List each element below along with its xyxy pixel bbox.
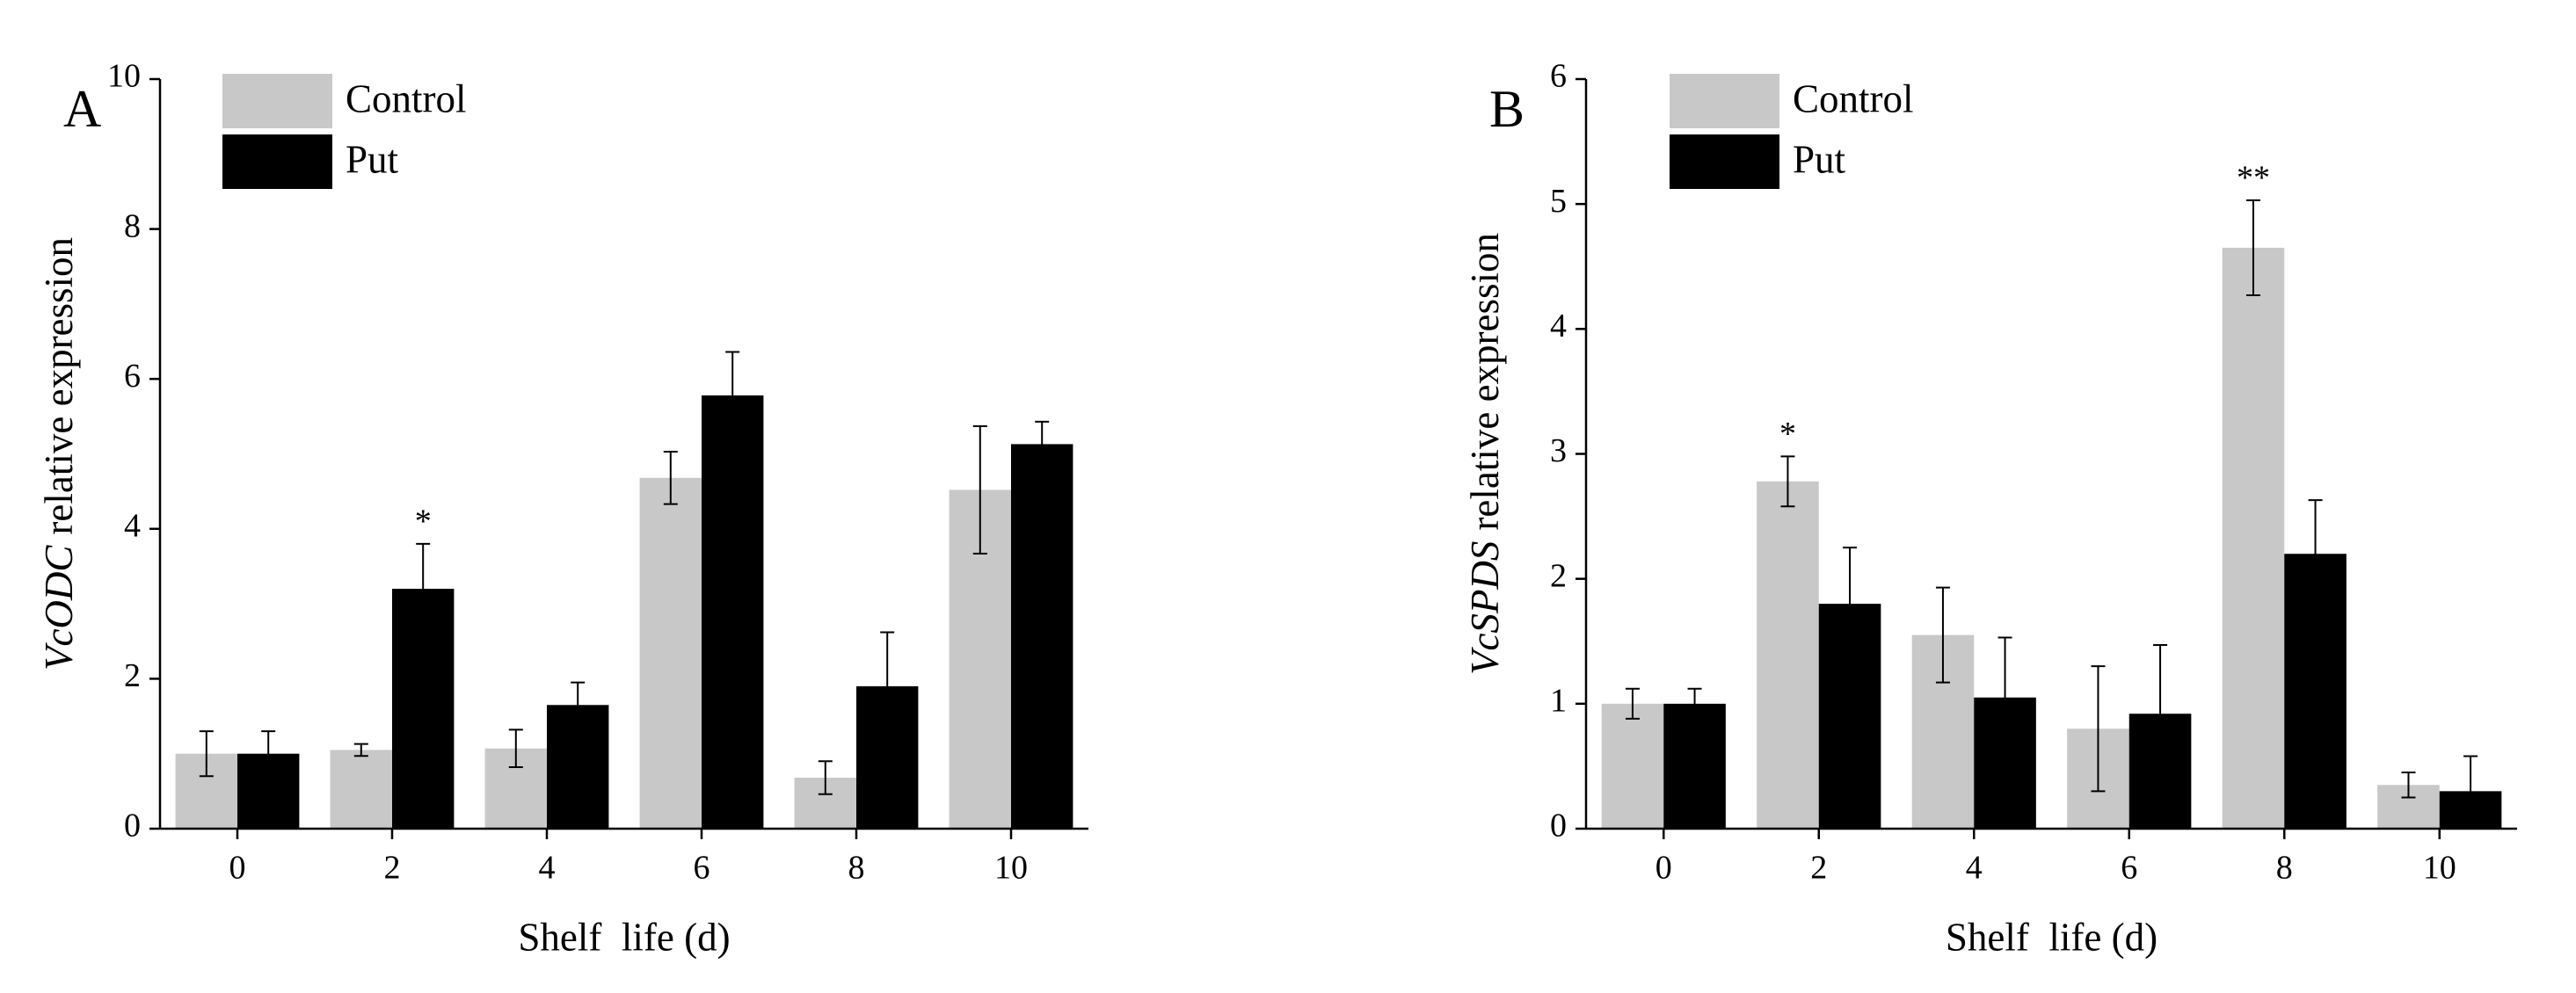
x-tick-label: 4 — [539, 850, 556, 887]
x-tick-label: 8 — [2276, 850, 2293, 887]
y-tick-label: 2 — [124, 657, 141, 694]
y-axis-title-gene: VcSPDS — [1463, 541, 1507, 675]
panel-label: A — [63, 80, 101, 138]
legend-label: Control — [1793, 76, 1914, 120]
error-bar — [1625, 687, 1640, 720]
legend-swatch — [222, 134, 332, 189]
bar — [702, 395, 764, 829]
error-bar — [2245, 199, 2260, 296]
legend-label: Control — [346, 76, 467, 120]
x-tick-label: 6 — [2121, 850, 2137, 887]
y-tick-label: 6 — [1550, 58, 1567, 95]
y-tick-label: 0 — [1550, 808, 1567, 844]
error-bar — [353, 743, 368, 757]
bar — [1663, 703, 1726, 829]
error-bar — [571, 681, 586, 728]
y-tick-label: 4 — [1550, 308, 1567, 344]
y-tick-label: 3 — [1550, 432, 1567, 469]
x-tick-label: 10 — [2423, 850, 2456, 887]
y-tick-label: 10 — [107, 58, 141, 95]
error-bar — [972, 424, 987, 554]
significance-mark: * — [1779, 416, 1796, 453]
error-bar — [725, 351, 740, 440]
y-axis-title: VcSPDS relative expression — [1463, 233, 1507, 675]
y-tick-label: 2 — [1550, 557, 1567, 594]
y-axis-title-rest: relative expression — [37, 237, 81, 535]
error-bar — [1997, 636, 2012, 758]
bar — [2222, 247, 2285, 829]
y-tick-label: 0 — [124, 808, 141, 844]
error-bar — [416, 542, 431, 635]
panel-label: B — [1489, 80, 1524, 138]
x-tick-label: 8 — [848, 850, 865, 887]
error-bar — [1935, 586, 1950, 684]
error-bar — [1035, 420, 1050, 468]
bar — [1011, 444, 1073, 829]
legend-swatch — [1670, 74, 1779, 128]
legend-swatch — [222, 74, 332, 128]
y-tick-label: 6 — [124, 358, 141, 395]
legend-label: Put — [346, 137, 399, 181]
bar — [639, 477, 702, 829]
error-bar — [2308, 499, 2323, 609]
error-bar — [261, 730, 276, 778]
y-tick-label: 8 — [124, 207, 141, 244]
bar — [1757, 481, 1819, 829]
x-axis-title: Shelf life (d) — [518, 915, 730, 959]
significance-mark: * — [415, 504, 432, 540]
error-bar — [2463, 755, 2478, 828]
error-bar — [1780, 455, 1795, 508]
y-axis-title: VcODC relative expression — [37, 237, 81, 670]
legend-label: Put — [1793, 137, 1846, 181]
x-tick-label: 2 — [384, 850, 401, 887]
y-axis-title-gene: VcODC — [37, 545, 81, 670]
error-bar — [663, 450, 678, 505]
x-tick-label: 10 — [994, 850, 1028, 887]
x-tick-label: 0 — [229, 850, 246, 887]
error-bar — [1843, 547, 1858, 662]
error-bar — [818, 760, 833, 795]
error-bar — [508, 728, 523, 769]
x-tick-label: 0 — [1655, 850, 1672, 887]
error-bar — [2401, 772, 2416, 799]
legend-swatch — [1670, 134, 1779, 189]
x-tick-label: 6 — [694, 850, 710, 887]
bar — [330, 750, 392, 829]
significance-mark: ** — [2237, 160, 2270, 197]
x-axis-title: Shelf life (d) — [1946, 915, 2158, 959]
bar — [1601, 703, 1664, 829]
error-bar — [1687, 687, 1702, 720]
y-tick-label: 5 — [1550, 183, 1567, 220]
y-tick-label: 4 — [124, 508, 141, 545]
x-tick-label: 2 — [1810, 850, 1827, 887]
error-bar — [880, 631, 895, 742]
error-bar — [2153, 644, 2168, 784]
y-tick-label: 1 — [1550, 683, 1567, 720]
error-bar — [2091, 665, 2106, 793]
error-bar — [199, 730, 214, 778]
x-tick-label: 4 — [1966, 850, 1983, 887]
y-axis-title-rest: relative expression — [1463, 233, 1507, 531]
